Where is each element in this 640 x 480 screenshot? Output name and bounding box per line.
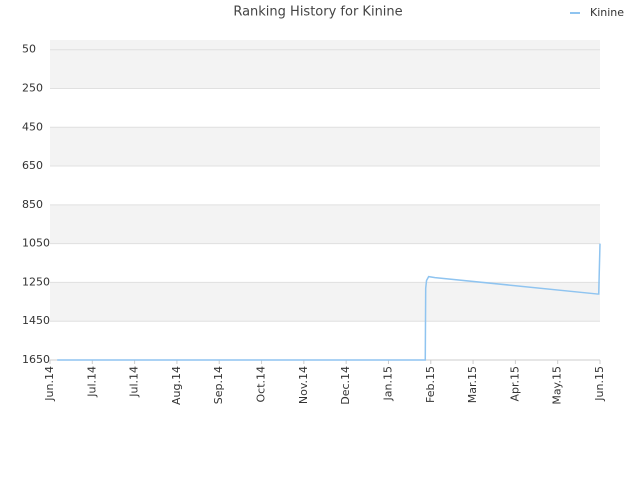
legend-label: Kinine [590, 6, 624, 19]
x-tick-label: Jul.14 [85, 366, 98, 398]
grid-band [50, 243, 600, 283]
y-tick-label: 1250 [22, 275, 50, 288]
y-tick-label: 450 [22, 120, 43, 133]
x-tick-label: Sep.14 [212, 366, 225, 404]
x-tick-label: Nov.14 [297, 366, 310, 404]
x-tick-label: Oct.14 [255, 366, 268, 403]
x-tick-label: Dec.14 [339, 366, 352, 405]
plot-top [50, 40, 600, 50]
chart-title: Ranking History for Kinine [233, 5, 402, 20]
y-tick-label: 250 [22, 81, 43, 94]
y-tick-label: 1450 [22, 314, 50, 327]
x-tick-label: Aug.14 [170, 366, 183, 405]
y-tick-label: 650 [22, 159, 43, 172]
x-tick-label: Jun.14 [43, 366, 56, 402]
series-line [57, 243, 601, 361]
y-tick-label: 850 [22, 198, 43, 211]
x-tick-label: Jun.15 [593, 366, 606, 402]
x-tick-label: Feb.15 [424, 366, 437, 403]
x-tick-label: Jul.14 [128, 366, 141, 398]
x-tick-label: May.15 [551, 366, 564, 405]
x-tick-label: Mar.15 [466, 366, 479, 403]
y-tick-label: 50 [22, 43, 36, 56]
x-tick-label: Apr.15 [508, 366, 521, 402]
y-tick-label: 1050 [22, 237, 50, 250]
x-tick-label: Jan.15 [381, 366, 394, 401]
y-tick-label: 1650 [22, 353, 50, 366]
grid-band [50, 166, 600, 205]
grid-band [50, 88, 600, 128]
grid-band [50, 321, 600, 360]
